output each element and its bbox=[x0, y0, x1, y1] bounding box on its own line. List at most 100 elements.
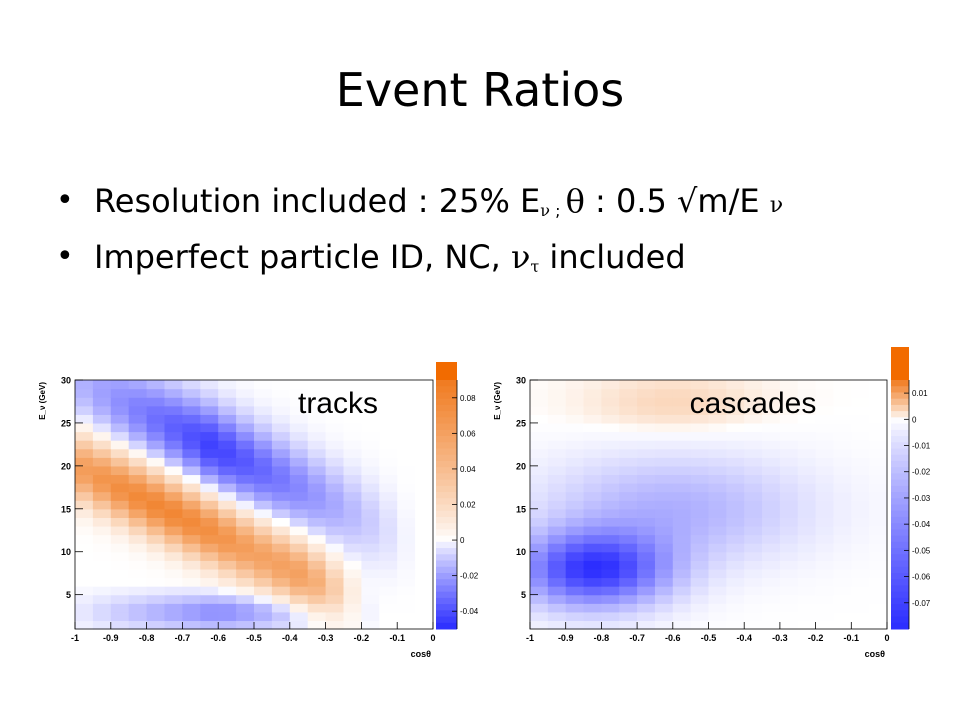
heatmap-cell bbox=[797, 457, 817, 467]
heatmap-cell bbox=[779, 594, 799, 604]
heatmap-cell bbox=[128, 586, 148, 596]
heatmap-cell bbox=[271, 620, 291, 630]
heatmap-cell bbox=[637, 543, 656, 553]
heatmap-cell bbox=[218, 440, 237, 450]
heatmap-cell bbox=[815, 577, 835, 587]
heatmap-cell bbox=[744, 491, 763, 501]
heatmap-cell bbox=[92, 611, 112, 622]
heatmap-cell bbox=[654, 448, 674, 458]
heatmap-cell bbox=[325, 534, 345, 544]
heatmap-cell bbox=[815, 457, 835, 467]
heatmap-cell bbox=[415, 551, 434, 561]
heatmap-cell bbox=[182, 388, 201, 398]
heatmap-cell bbox=[254, 465, 273, 476]
heatmap-cell bbox=[654, 422, 674, 433]
heatmap-cell bbox=[672, 517, 692, 527]
heatmap-cell bbox=[654, 474, 674, 484]
cascades-colorbar: 0.01 0 -0.01 -0.02 -0.03 -0.04 -0.05 -0.06 -0.07 bbox=[891, 347, 931, 630]
heatmap-cell bbox=[779, 474, 799, 484]
heatmap-cell bbox=[744, 534, 763, 544]
heatmap-cell bbox=[815, 620, 835, 630]
heatmap-cell bbox=[565, 560, 585, 570]
heatmap-cell bbox=[182, 611, 201, 622]
heatmap-cell bbox=[75, 525, 94, 536]
heatmap-cell bbox=[744, 380, 763, 390]
colorbar-step bbox=[436, 460, 457, 468]
heatmap-cell bbox=[672, 551, 692, 561]
heatmap-cell bbox=[128, 525, 148, 536]
heatmap-cell bbox=[182, 620, 201, 630]
heatmap-cell bbox=[744, 577, 763, 587]
bullet-text: Resolution included : 25% Eν ; θ : 0.5 √… bbox=[94, 176, 783, 236]
heatmap-cell bbox=[833, 491, 852, 501]
heatmap-cell bbox=[182, 568, 201, 579]
heatmap-cell bbox=[637, 397, 656, 407]
heatmap-cell bbox=[833, 594, 852, 604]
heatmap-cell bbox=[415, 448, 434, 458]
heatmap-cell bbox=[530, 534, 549, 544]
heatmap-cell bbox=[182, 397, 201, 407]
colorbar-step bbox=[436, 504, 457, 512]
heatmap-cell bbox=[289, 543, 309, 553]
heatmap-cell bbox=[672, 465, 692, 476]
heatmap-cell bbox=[708, 500, 727, 510]
heatmap-cell bbox=[779, 388, 799, 398]
heatmap-cell bbox=[415, 388, 434, 398]
heatmap-cell bbox=[218, 380, 237, 390]
heatmap-cell bbox=[779, 465, 799, 476]
heatmap-cell bbox=[583, 465, 602, 476]
y-tick-label: 30 bbox=[516, 376, 526, 386]
heatmap-cell bbox=[654, 431, 674, 441]
heatmap-cell bbox=[762, 440, 781, 450]
heatmap-cell bbox=[619, 517, 638, 527]
heatmap-cell bbox=[415, 465, 434, 476]
heatmap-cell bbox=[744, 465, 763, 476]
heatmap-cell bbox=[146, 440, 166, 450]
colorbar-step bbox=[436, 610, 457, 618]
heatmap-cell bbox=[654, 405, 674, 415]
heatmap-cell bbox=[271, 483, 291, 493]
heatmap-cell bbox=[271, 405, 291, 415]
heatmap-cell bbox=[744, 440, 763, 450]
heatmap-cell bbox=[726, 525, 745, 536]
heatmap-cell bbox=[361, 491, 380, 501]
heatmap-cell bbox=[307, 517, 327, 527]
heatmap-cell bbox=[343, 594, 362, 604]
heatmap-cell bbox=[565, 397, 585, 407]
heatmap-cell bbox=[289, 465, 309, 476]
heatmap-cell bbox=[851, 397, 870, 407]
heatmap-cell bbox=[379, 414, 398, 424]
heatmap-cell bbox=[236, 457, 255, 467]
heatmap-cell bbox=[75, 568, 94, 579]
heatmap-cell bbox=[343, 457, 362, 467]
colorbar-step bbox=[436, 523, 457, 530]
heatmap-cell bbox=[254, 405, 273, 415]
heatmap-cell bbox=[75, 534, 94, 544]
heatmap-cell bbox=[200, 465, 219, 476]
heatmap-cell bbox=[75, 551, 94, 561]
heatmap-cell bbox=[619, 534, 638, 544]
heatmap-cell bbox=[869, 543, 888, 553]
heatmap-cell bbox=[869, 405, 888, 415]
heatmap-cell bbox=[583, 500, 602, 510]
heatmap-cell bbox=[547, 388, 567, 398]
cascades-label: cascades bbox=[690, 387, 817, 420]
x-tick-label: -0.4 bbox=[736, 633, 752, 643]
heatmap-cell bbox=[200, 551, 219, 561]
heatmap-cell bbox=[530, 594, 549, 604]
heatmap-cell bbox=[271, 543, 291, 553]
heatmap-cell bbox=[726, 474, 745, 484]
heatmap-cell bbox=[797, 388, 817, 398]
heatmap-cell bbox=[726, 457, 745, 467]
heatmap-cell bbox=[619, 620, 638, 630]
heatmap-cell bbox=[307, 405, 327, 415]
heatmap-cell bbox=[110, 577, 130, 587]
heatmap-cell bbox=[218, 551, 237, 561]
heatmap-cell bbox=[379, 500, 398, 510]
heatmap-cell bbox=[92, 534, 112, 544]
heatmap-cell bbox=[851, 465, 870, 476]
heatmap-cell bbox=[379, 457, 398, 467]
heatmap-cell bbox=[762, 586, 781, 596]
heatmap-cell bbox=[547, 405, 567, 415]
heatmap-cell bbox=[690, 620, 710, 630]
